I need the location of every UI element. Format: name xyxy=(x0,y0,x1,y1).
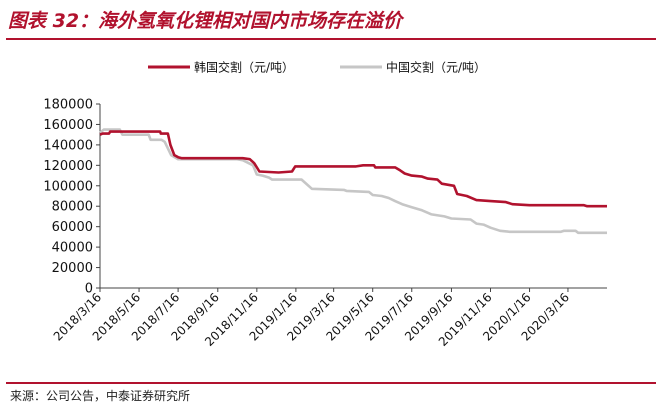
title-divider xyxy=(6,38,656,40)
legend: 韩国交割（元/吨） 中国交割（元/吨） xyxy=(148,60,486,75)
y-tick-label: 180000 xyxy=(43,98,93,113)
source-divider xyxy=(6,382,656,384)
y-tick-label: 100000 xyxy=(43,179,93,194)
y-tick-label: 120000 xyxy=(43,159,93,174)
legend-label-china: 中国交割（元/吨） xyxy=(386,60,486,75)
y-tick-label: 40000 xyxy=(52,241,93,256)
y-tick-label: 80000 xyxy=(52,200,93,215)
y-tick-label: 160000 xyxy=(43,118,93,133)
line-chart: 韩国交割（元/吨） 中国交割（元/吨） 0 20000 40000 60000 80000… xyxy=(43,60,607,349)
y-tick-label: 0 xyxy=(85,282,93,297)
series-line-china xyxy=(99,128,607,235)
plot-lines xyxy=(99,128,607,235)
y-axis: 0 20000 40000 60000 80000 100000 120000 140000 1… xyxy=(43,98,101,297)
series-line-korea xyxy=(99,130,607,208)
figure-title: 图表 32：海外氢氧化锂相对国内市场存在溢价 xyxy=(8,10,403,32)
legend-label-korea: 韩国交割（元/吨） xyxy=(194,60,294,75)
y-tick-label: 20000 xyxy=(52,261,93,276)
y-tick-label: 140000 xyxy=(43,138,93,153)
y-tick-label: 60000 xyxy=(52,220,93,235)
x-axis: 2018/3/162018/5/162018/7/162018/9/162018… xyxy=(51,287,607,349)
source-note: 来源：公司公告，中泰证券研究所 xyxy=(10,389,191,403)
